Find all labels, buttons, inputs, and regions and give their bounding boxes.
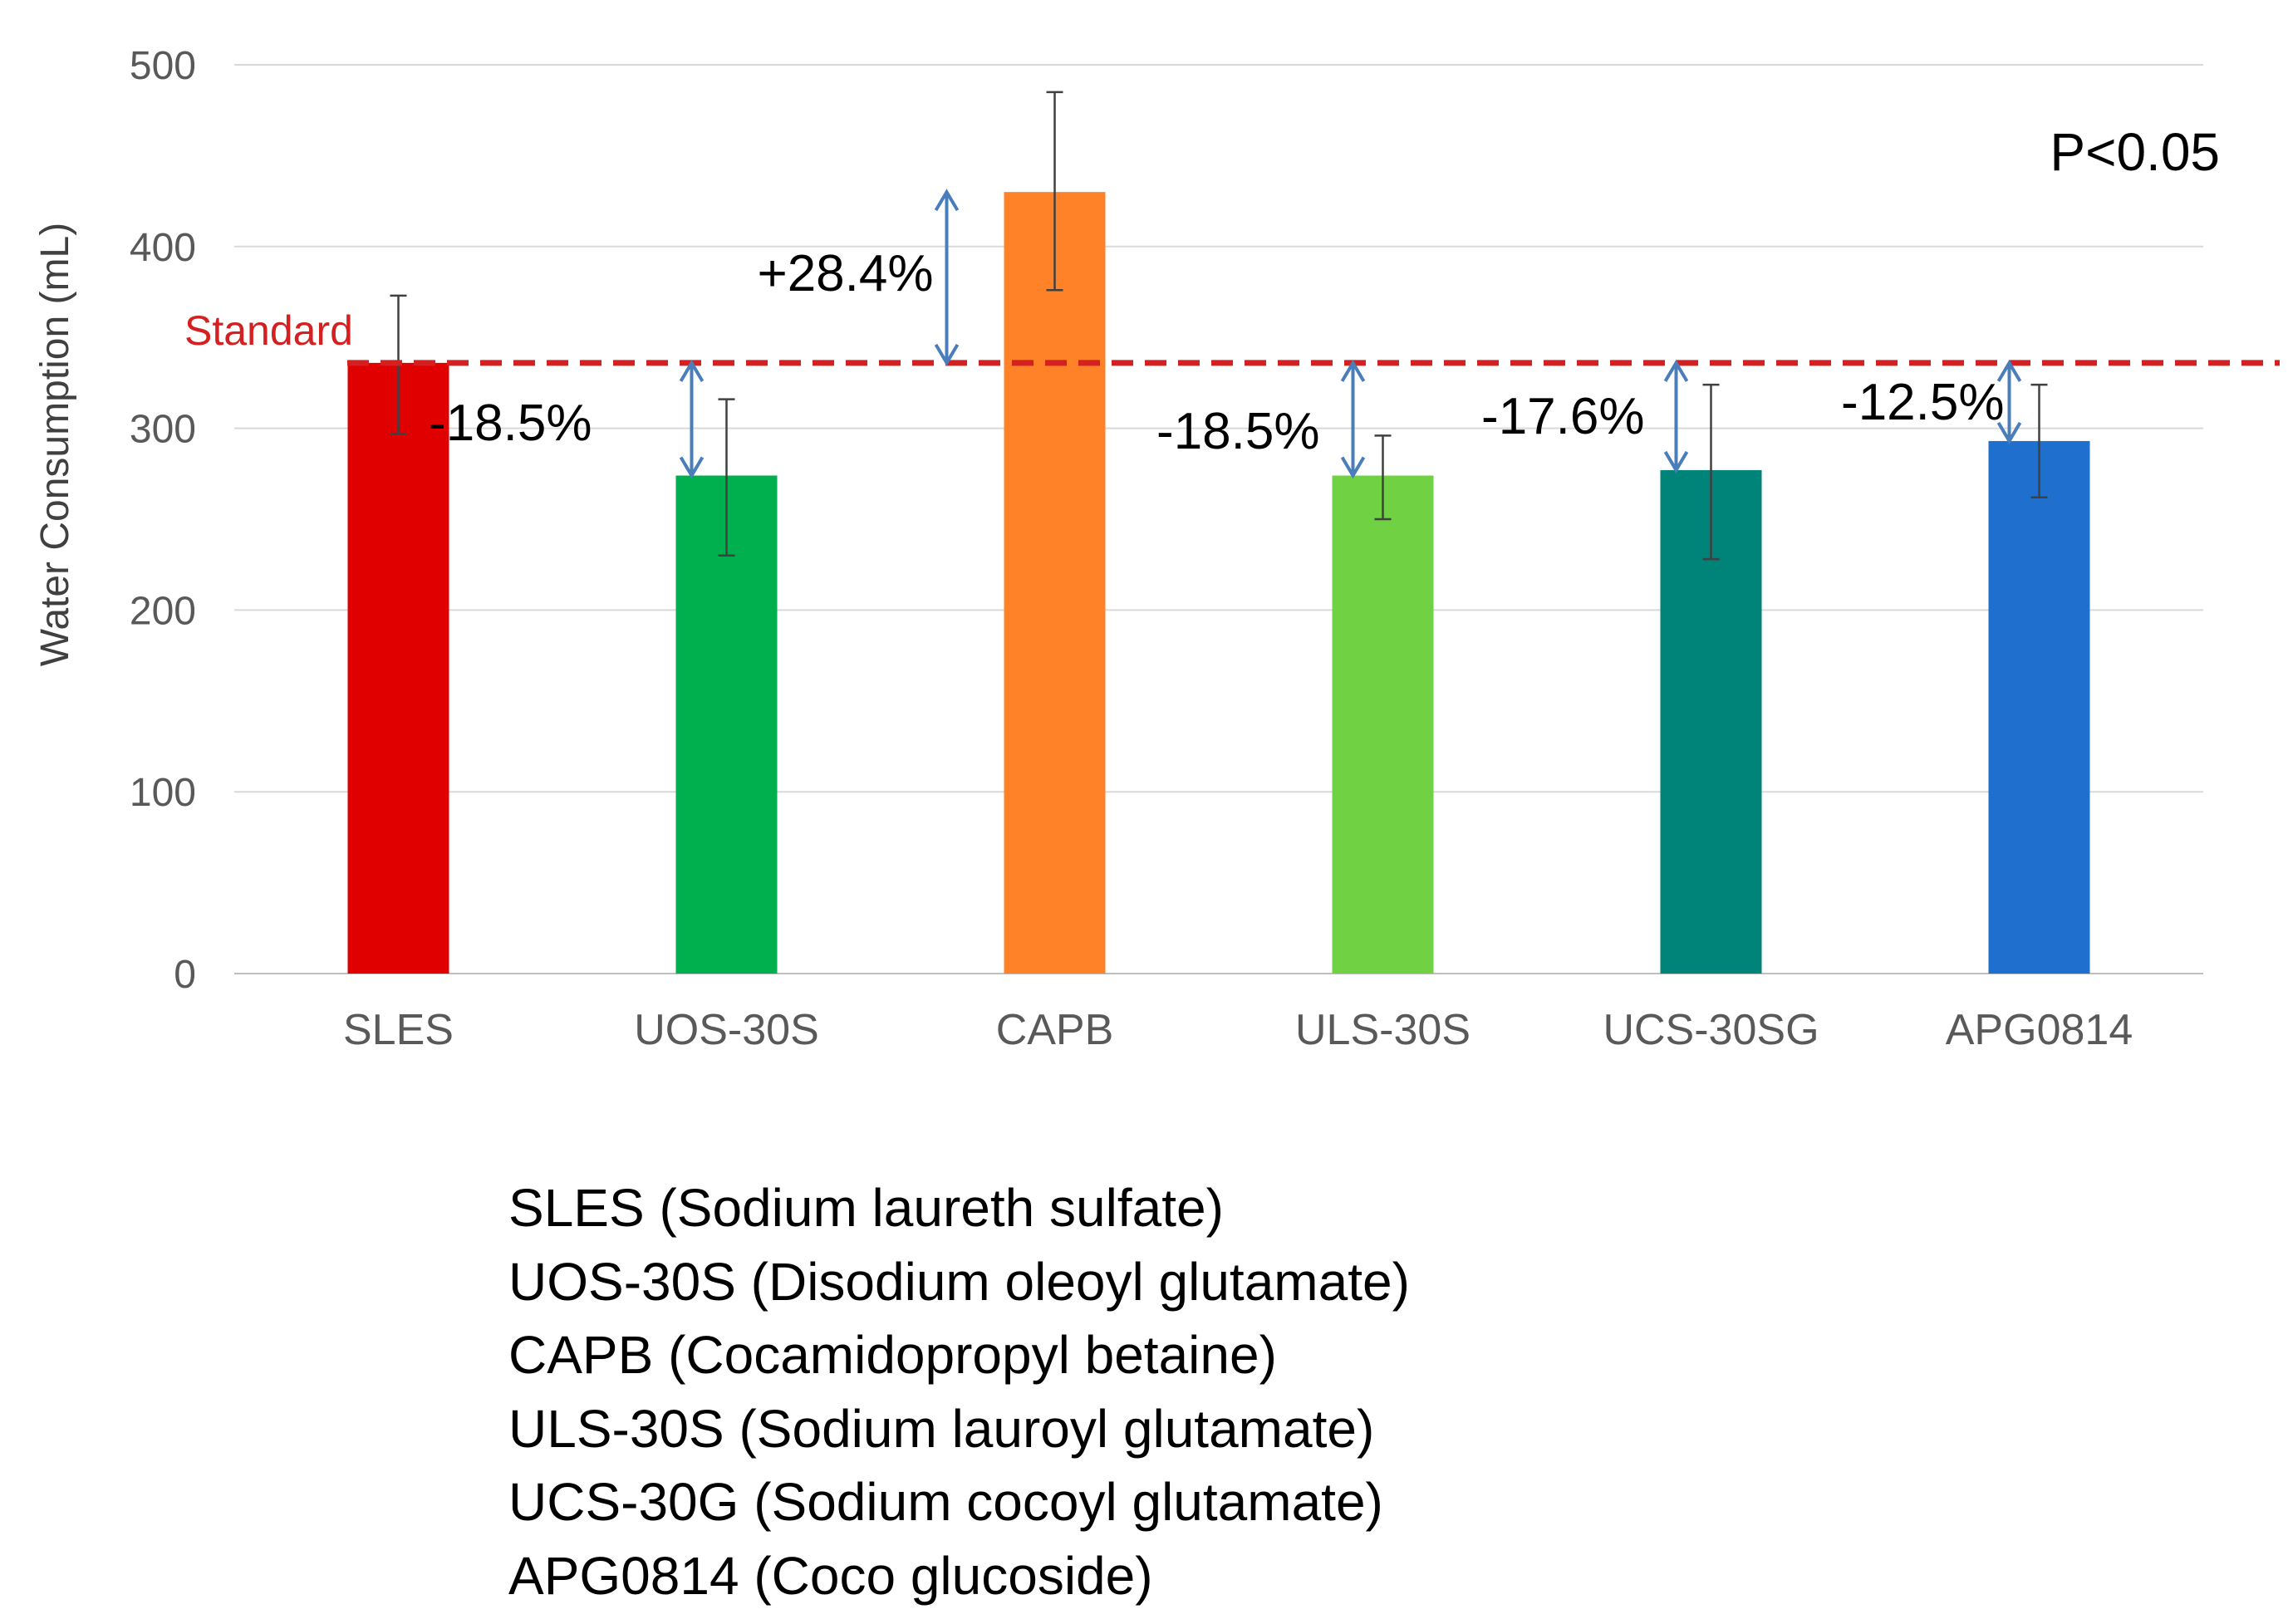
legend-item: UOS-30S (Disodium oleoyl glutamate) [508,1251,1410,1312]
arrowhead-up [934,189,960,212]
x-tick-label: UOS-30S [634,1006,819,1054]
y-axis-ticks: 0 100 200 300 400 500 [130,44,196,997]
arrowhead-up [1340,359,1366,382]
bar-uos-30s [675,475,778,974]
bar-capb [1004,192,1106,974]
y-tick-label: 300 [130,408,196,452]
y-tick-label: 0 [174,953,196,997]
error-bars [390,91,2048,561]
percent-change-label: -12.5% [1841,374,2004,431]
percent-change-label: -18.5% [1156,403,1319,460]
x-tick-label: UCS-30SG [1603,1006,1819,1054]
percent-change-label: +28.4% [757,245,933,302]
x-axis-labels: SLES UOS-30S CAPB ULS-30S UCS-30SG APG0814 [343,1006,2133,1054]
bar-apg0814 [1988,440,2090,974]
standard-line-group: Standard [184,307,2280,366]
legend-item: APG0814 (Coco glucoside) [508,1545,1153,1606]
arrowhead-down [679,456,705,479]
abbreviation-legend: SLES (Sodium laureth sulfate) UOS-30S (D… [508,1171,1410,1612]
y-axis-title: Water Consumption (mL) [33,223,77,666]
legend-item: UCS-30G (Sodium cocoyl glutamate) [508,1472,1383,1532]
percent-change-label: -17.6% [1481,388,1644,445]
y-tick-label: 100 [130,771,196,815]
bars [347,192,2090,974]
bar-sles [347,362,449,974]
legend-item: SLES (Sodium laureth sulfate) [508,1178,1224,1238]
arrowhead-down [1663,450,1689,473]
arrowhead-down [1340,456,1366,479]
x-tick-label: APG0814 [1946,1006,2133,1054]
y-tick-label: 400 [130,226,196,270]
standard-label: Standard [184,307,353,354]
arrowhead-up [1996,359,2022,382]
legend-item: CAPB (Cocamidopropyl betaine) [508,1325,1277,1385]
x-tick-label: ULS-30S [1295,1006,1471,1054]
arrowhead-down [1996,421,2022,444]
significance-label: P<0.05 [2050,122,2220,182]
legend-item: ULS-30S (Sodium lauroyl glutamate) [508,1398,1375,1459]
arrowhead-up [679,359,705,382]
x-tick-label: SLES [343,1006,454,1054]
gridlines [234,64,2203,974]
y-tick-label: 500 [130,44,196,88]
percent-change-label: -18.5% [429,395,592,452]
y-tick-label: 200 [130,589,196,633]
arrowhead-up [1663,359,1689,382]
arrowhead-down [934,343,960,366]
annotations: -18.5% +28.4% -18.5% -17.6% -12.5% [429,189,2022,479]
bar-uls-30s [1332,475,1434,974]
x-tick-label: CAPB [996,1006,1114,1054]
